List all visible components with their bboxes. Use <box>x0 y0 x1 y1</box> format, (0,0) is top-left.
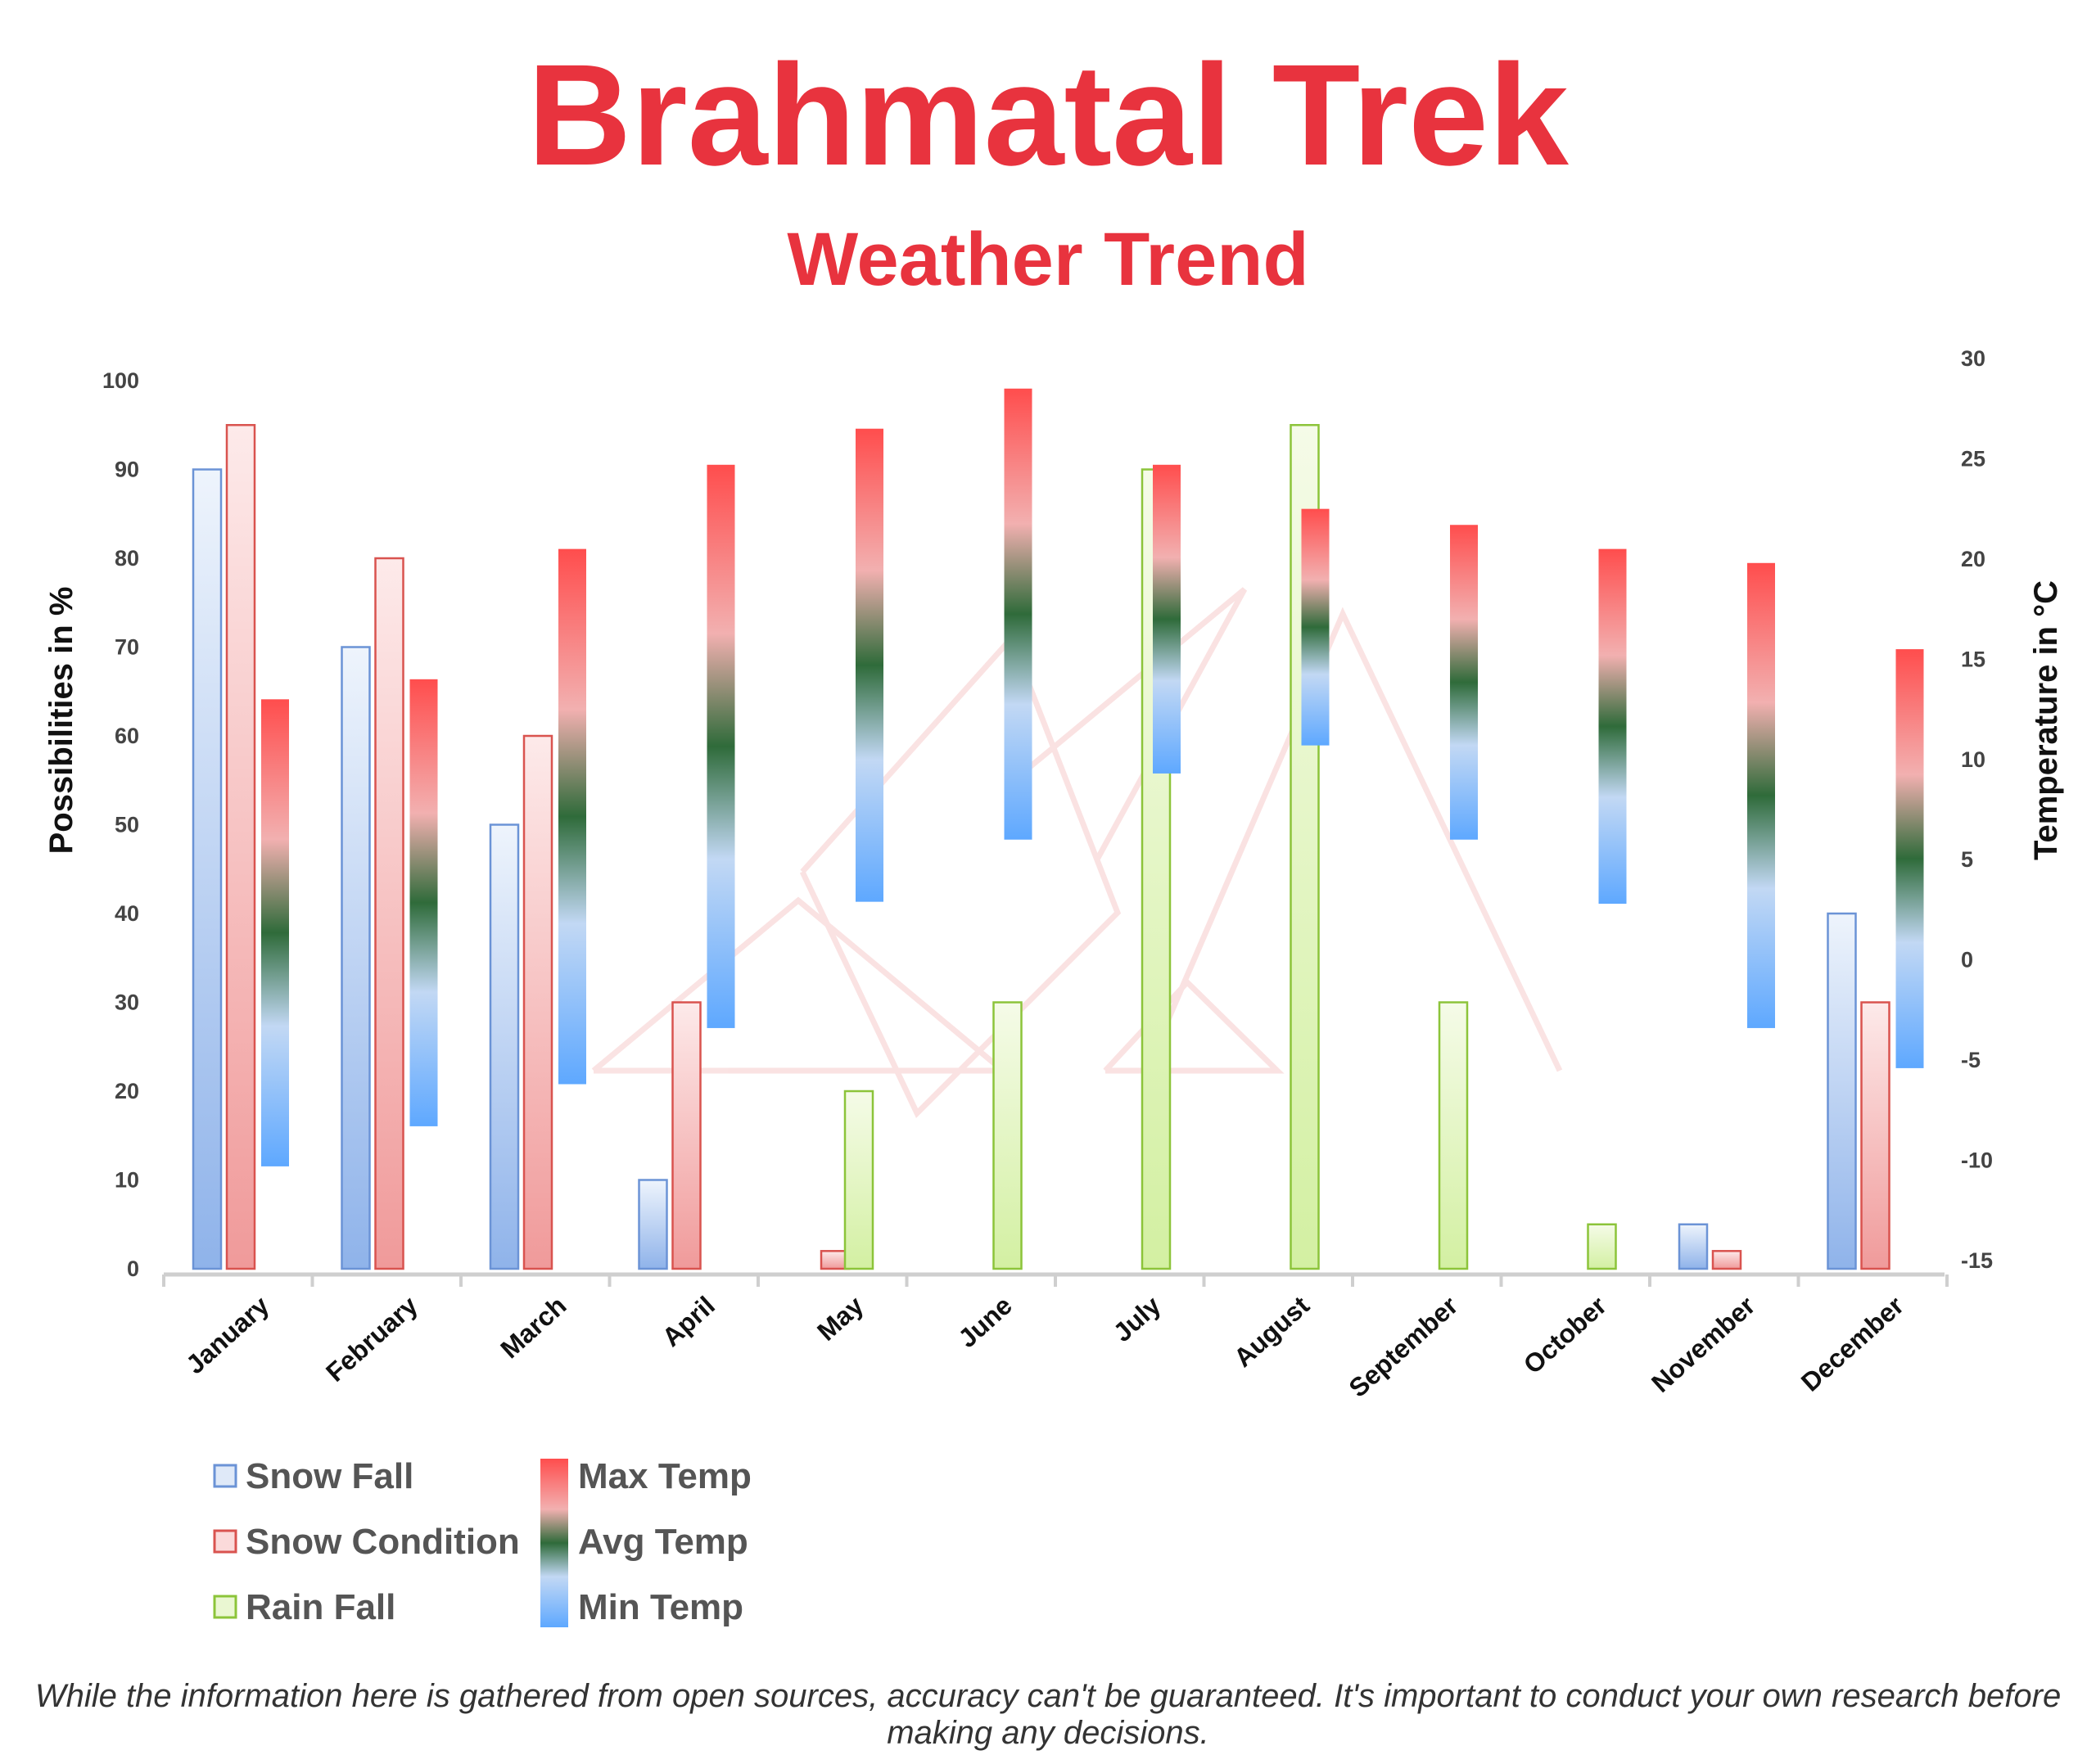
right-tick-label: 5 <box>1961 847 1973 872</box>
snow-condition-bar <box>522 734 553 1270</box>
legend-label-snow-condition: Snow Condition <box>246 1522 520 1562</box>
temperature-range-bar <box>1747 562 1775 1028</box>
right-tick-label: 30 <box>1961 346 1985 371</box>
left-tick-label: 20 <box>115 1079 139 1103</box>
temperature-range-bar <box>1301 508 1330 746</box>
snow-fall-bar <box>341 646 371 1270</box>
snow-fall-bar <box>638 1179 668 1270</box>
temperature-range-bar <box>1895 649 1924 1068</box>
right-tick-label: -10 <box>1961 1148 1993 1173</box>
right-axis-title: Temperature in °C <box>2028 580 2064 860</box>
snow-condition-bar <box>1711 1250 1742 1270</box>
bars-layer <box>192 388 1924 1270</box>
snow-condition-bar <box>374 557 404 1270</box>
month-label: August <box>1228 1290 1315 1373</box>
right-tick-label: -5 <box>1961 1048 1981 1072</box>
right-tick-label: -15 <box>1961 1248 1993 1273</box>
legend-swatch-temperature <box>540 1459 568 1627</box>
left-tick-label: 70 <box>115 635 139 660</box>
legend-swatch-snow-condition <box>213 1529 237 1554</box>
temperature-range-bar <box>856 428 883 902</box>
left-tick-label: 10 <box>115 1168 139 1193</box>
left-tick-label: 0 <box>127 1256 139 1281</box>
temperature-range-bar <box>1450 525 1478 840</box>
legend-label-rain-fall: Rain Fall <box>246 1587 395 1627</box>
temperature-range-bar <box>558 548 586 1085</box>
month-label: October <box>1518 1290 1612 1379</box>
rain-fall-bar <box>843 1090 874 1270</box>
month-label: February <box>320 1290 423 1387</box>
snow-condition-bar <box>225 424 256 1270</box>
watermark-logo <box>591 587 1563 1118</box>
left-tick-label: 50 <box>115 813 139 837</box>
left-axis-title: Possibilities in % <box>43 587 79 855</box>
left-tick-label: 100 <box>102 368 139 393</box>
legend-label-min-temp: Min Temp <box>578 1587 743 1627</box>
month-label: April <box>657 1290 720 1352</box>
left-tick-label: 40 <box>115 901 139 926</box>
temperature-range-bar <box>409 679 438 1126</box>
legend-label-max-temp: Max Temp <box>578 1456 752 1496</box>
chart-title: Brahmatal Trek <box>527 35 1569 196</box>
left-tick-label: 30 <box>115 990 139 1015</box>
right-tick-label: 10 <box>1961 747 1985 772</box>
right-tick-label: 25 <box>1961 446 1985 471</box>
left-tick-label: 60 <box>115 724 139 748</box>
disclaimer-text: While the information here is gathered f… <box>34 1678 2062 1751</box>
right-tick-label: 20 <box>1961 547 1985 571</box>
snow-fall-bar <box>192 468 223 1270</box>
snow-condition-bar <box>671 1001 702 1270</box>
chart-subtitle: Weather Trend <box>787 218 1309 301</box>
snow-fall-bar <box>489 823 520 1270</box>
month-label: July <box>1108 1290 1167 1347</box>
left-tick-label: 80 <box>115 546 139 571</box>
right-axis-ticks: -15 -10 -5 0 5 10 15 20 25 30 <box>1961 346 1993 1273</box>
temperature-range-bar <box>1004 388 1032 840</box>
rain-fall-bar <box>1438 1001 1469 1270</box>
legend-swatch-rain-fall <box>213 1595 237 1619</box>
snow-condition-bar <box>1860 1001 1890 1270</box>
rain-fall-bar <box>992 1001 1023 1270</box>
left-axis-ticks: 0 10 20 30 40 50 60 70 80 90 100 <box>102 368 139 1281</box>
temperature-range-bar <box>1598 548 1627 905</box>
temperature-range-bar <box>261 699 289 1166</box>
month-label: March <box>495 1290 571 1364</box>
temperature-range-bar <box>1153 464 1181 774</box>
rain-fall-bar <box>1587 1223 1617 1270</box>
x-axis-ticks <box>162 1275 1949 1287</box>
month-labels: January February March April May June July Augu… <box>180 1290 1909 1403</box>
snow-fall-bar <box>1827 912 1857 1270</box>
legend-swatch-snow-fall <box>213 1464 237 1488</box>
month-label: December <box>1796 1290 1909 1396</box>
right-tick-label: 0 <box>1961 948 1973 972</box>
month-label: January <box>180 1290 274 1379</box>
month-label: May <box>811 1290 870 1347</box>
temperature-range-bar <box>707 464 735 1028</box>
month-label: June <box>952 1290 1018 1353</box>
snow-fall-bar <box>1678 1223 1709 1270</box>
legend-label-snow-fall: Snow Fall <box>246 1456 413 1496</box>
right-tick-label: 15 <box>1961 647 1985 671</box>
legend-label-avg-temp: Avg Temp <box>578 1522 748 1562</box>
month-label: November <box>1646 1290 1760 1397</box>
month-label: September <box>1343 1290 1463 1402</box>
left-tick-label: 90 <box>115 458 139 482</box>
legend: Snow Fall Snow Condition Rain Fall Max T… <box>213 1456 752 1627</box>
